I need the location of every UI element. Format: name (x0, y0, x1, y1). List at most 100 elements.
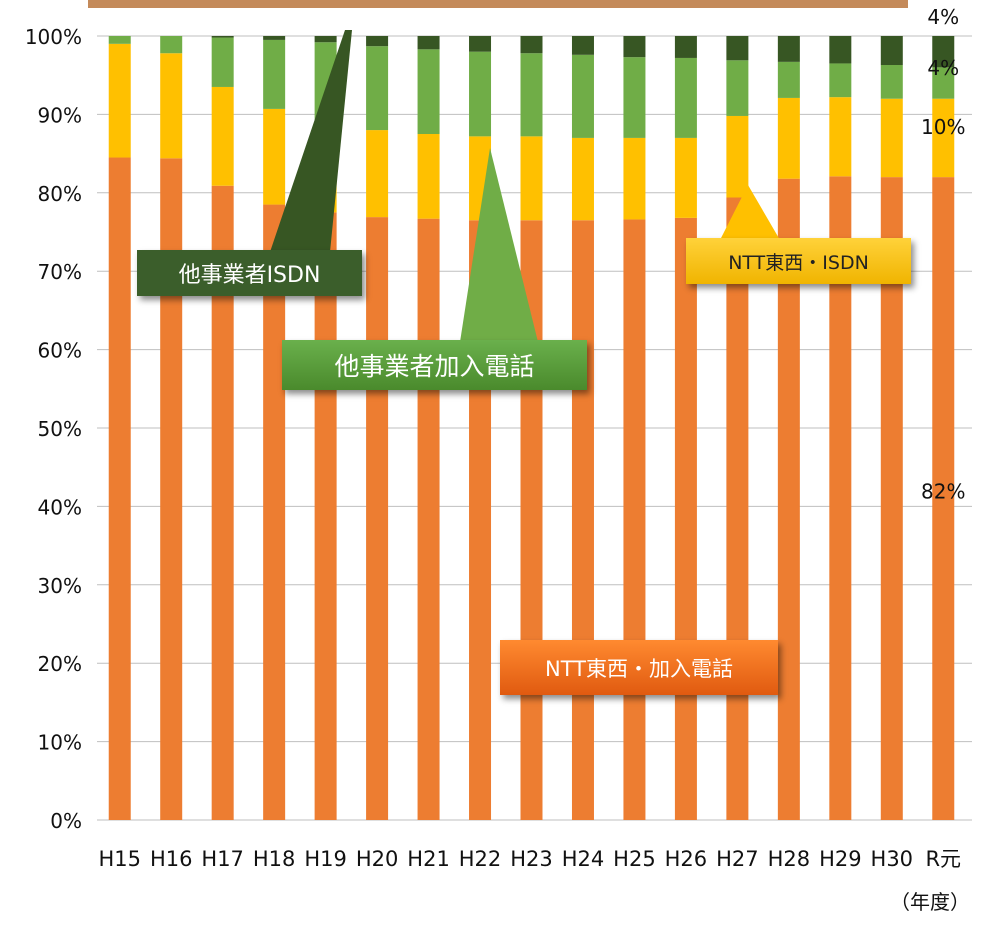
bar-segment-2 (674, 137, 697, 218)
bar-segment-3 (263, 39, 286, 109)
bar-segment-3 (108, 36, 131, 44)
callout-other-subscriber: 他事業者加入電話 (282, 340, 587, 390)
data-label: 10% (921, 115, 965, 139)
bar-segment-3 (674, 57, 697, 138)
x-tick-label: H27 (716, 847, 759, 871)
bar-segment-3 (366, 46, 389, 131)
x-tick-label: H25 (613, 847, 656, 871)
x-tick-label: H29 (819, 847, 862, 871)
y-tick-label: 50% (38, 417, 82, 441)
x-axis-unit-label: （年度） (890, 890, 970, 914)
x-tick-label: H18 (253, 847, 296, 871)
bar-segment-1 (623, 219, 646, 820)
bar-segment-4 (211, 36, 234, 38)
bar-segment-4 (880, 36, 903, 66)
y-tick-label: 0% (50, 809, 82, 833)
bar-segment-3 (211, 37, 234, 87)
bar-segment-3 (880, 65, 903, 99)
bar-segment-2 (160, 53, 183, 159)
bar-segment-3 (726, 60, 749, 116)
x-tick-label: H26 (665, 847, 708, 871)
bar-segment-1 (417, 218, 440, 820)
x-tick-label: H19 (304, 847, 347, 871)
bar-segment-1 (108, 157, 131, 820)
bar-segment-3 (469, 51, 492, 137)
x-tick-label: H17 (201, 847, 244, 871)
bar-segment-2 (108, 43, 131, 158)
bar-segment-4 (366, 36, 389, 47)
x-tick-label: R元 (925, 847, 961, 871)
bar-segment-1 (674, 217, 697, 820)
bar-segment-2 (777, 97, 800, 179)
pointer-other-isdn (270, 30, 352, 252)
bar-segment-4 (469, 36, 492, 52)
bar-segment-1 (829, 176, 852, 820)
bar-segment-4 (571, 36, 594, 55)
callout-other-isdn: 他事業者ISDN (137, 250, 362, 296)
y-tick-label: 80% (38, 182, 82, 206)
bar-segment-1 (160, 158, 183, 820)
y-tick-label: 90% (38, 103, 82, 127)
pointer-ntt-isdn (720, 185, 780, 240)
x-tick-label: H21 (407, 847, 450, 871)
pointer-other-subscriber (460, 148, 538, 342)
x-tick-label: H20 (356, 847, 399, 871)
bar-segment-3 (571, 54, 594, 138)
y-tick-label: 10% (38, 731, 82, 755)
bar-segment-2 (623, 137, 646, 220)
bar-segment-2 (829, 97, 852, 177)
y-tick-label: 70% (38, 260, 82, 284)
y-tick-label: 20% (38, 652, 82, 676)
callout-ntt-isdn: NTT東西・ISDN (686, 238, 911, 284)
bar-segment-2 (263, 108, 286, 205)
x-tick-label: H15 (98, 847, 141, 871)
bar-segment-1 (726, 197, 749, 820)
top-banner-edge (88, 0, 908, 8)
bar-segment-4 (829, 36, 852, 64)
bar-segment-1 (777, 178, 800, 821)
bar-segment-2 (932, 98, 955, 178)
y-tick-label: 60% (38, 339, 82, 363)
bar-segment-1 (880, 177, 903, 820)
bar-segment-3 (829, 63, 852, 98)
x-tick-label: H22 (459, 847, 502, 871)
bar-segment-3 (777, 61, 800, 98)
bar-segment-3 (932, 67, 955, 99)
bar-segment-2 (726, 115, 749, 198)
bar-segment-4 (623, 36, 646, 58)
bar-segment-4 (520, 36, 543, 54)
x-tick-label: H30 (871, 847, 914, 871)
bar-segment-4 (674, 36, 697, 58)
bar-segment-4 (932, 36, 955, 68)
bar-segment-2 (520, 136, 543, 221)
bar-segment-2 (211, 86, 234, 186)
bar-segment-2 (366, 130, 389, 218)
bar-segment-1 (571, 220, 594, 821)
x-tick-label: H28 (768, 847, 811, 871)
bar-segment-1 (314, 212, 337, 820)
x-tick-label: H16 (150, 847, 193, 871)
data-label: 4% (927, 56, 959, 80)
bar-segment-4 (314, 36, 337, 43)
x-tick-label: H24 (562, 847, 605, 871)
bar-segment-1 (932, 177, 955, 820)
y-tick-label: 100% (25, 25, 82, 49)
bar-segment-3 (520, 53, 543, 137)
bar-segment-2 (571, 137, 594, 221)
data-label: 4% (927, 5, 959, 29)
bar-segment-3 (160, 36, 183, 54)
bar-segment-2 (880, 98, 903, 178)
bar-segment-3 (623, 57, 646, 138)
bar-segment-4 (726, 36, 749, 61)
data-label: 82% (921, 480, 965, 504)
bar-segment-2 (417, 134, 440, 219)
x-tick-label: H23 (510, 847, 553, 871)
bar-segment-1 (211, 185, 234, 820)
y-tick-label: 40% (38, 495, 82, 519)
y-tick-label: 30% (38, 574, 82, 598)
bar-segment-1 (366, 217, 389, 820)
callout-ntt-subscriber: NTT東西・加入電話 (500, 640, 778, 695)
bar-segment-4 (417, 36, 440, 50)
